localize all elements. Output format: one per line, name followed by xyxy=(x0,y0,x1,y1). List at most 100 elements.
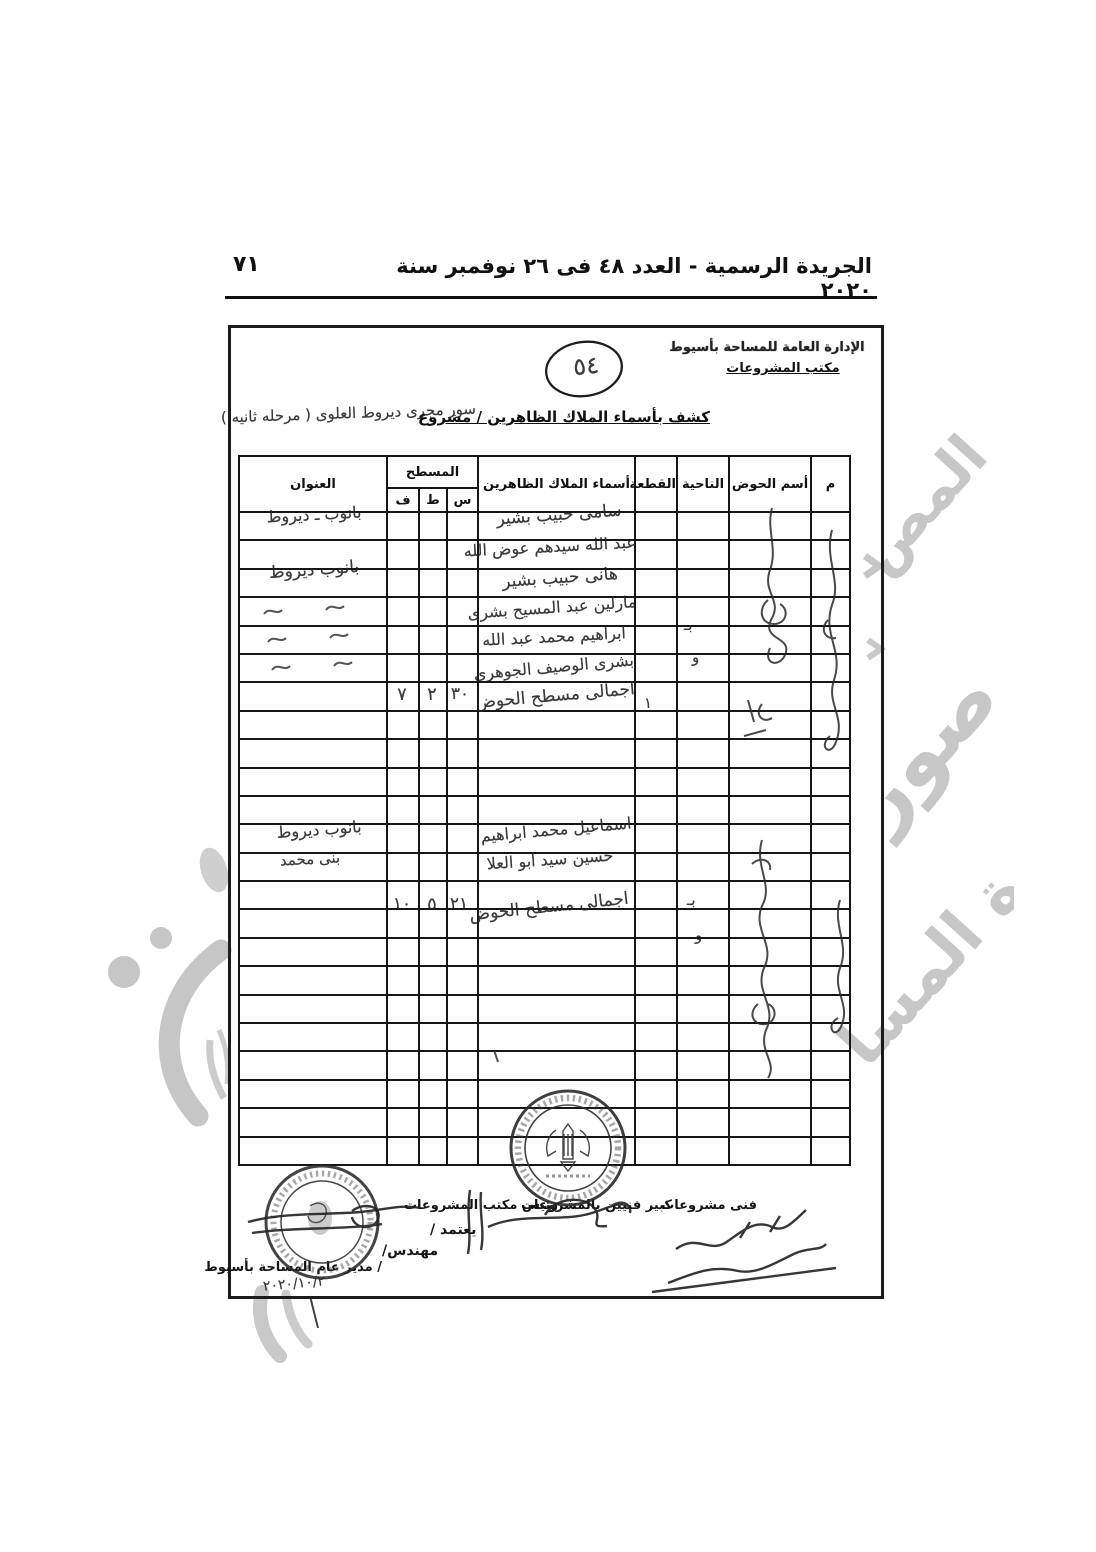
table-cell xyxy=(728,880,813,911)
table-cell xyxy=(634,652,679,684)
table-cell xyxy=(418,510,449,542)
table-cell xyxy=(385,539,421,570)
hw-area-value: ٣٠ xyxy=(450,684,470,704)
table-cell xyxy=(728,596,813,627)
table-cell xyxy=(446,539,480,570)
table-cell xyxy=(634,908,679,939)
col-area-k: ط xyxy=(418,487,449,513)
table-cell xyxy=(418,993,449,1025)
table-cell xyxy=(634,1107,679,1138)
table-row xyxy=(238,738,852,769)
table-cell xyxy=(238,681,388,712)
table-row xyxy=(238,1078,852,1110)
table-cell xyxy=(477,681,637,712)
table-cell xyxy=(477,823,637,854)
table-cell xyxy=(728,1050,813,1081)
table-cell xyxy=(238,624,388,655)
table-cell xyxy=(477,709,637,741)
table-cell xyxy=(238,794,388,826)
table-cell xyxy=(728,794,813,826)
table-cell xyxy=(634,965,679,996)
col-basin: أسم الحوض xyxy=(728,455,813,513)
role-label-office-head: رئيس مكتب المشروعات xyxy=(403,1198,558,1213)
table-cell xyxy=(446,936,480,968)
col-area-f: ف xyxy=(385,487,421,513)
table-cell xyxy=(418,709,449,741)
table-cell xyxy=(238,1022,388,1053)
table-header-row: م أسم الحوض الناحية القطعة أسماء الملاك … xyxy=(238,455,852,513)
table-cell xyxy=(418,880,449,911)
table-cell xyxy=(446,510,480,542)
table-cell xyxy=(676,1107,731,1138)
table-cell xyxy=(634,1022,679,1053)
table-cell xyxy=(385,936,421,968)
table-cell xyxy=(418,1078,449,1110)
table-cell xyxy=(728,1135,813,1166)
table-cell xyxy=(446,1078,480,1110)
table-cell xyxy=(385,908,421,939)
table-cell xyxy=(418,539,449,570)
table-cell xyxy=(810,567,852,599)
table-cell xyxy=(418,823,449,854)
table-cell xyxy=(810,936,852,968)
table-cell xyxy=(418,1022,449,1053)
hw-area-value: ٥ xyxy=(427,894,437,915)
table-cell xyxy=(477,794,637,826)
table-cell xyxy=(676,539,731,570)
table-cell xyxy=(418,1135,449,1166)
table-cell xyxy=(728,652,813,684)
table-cell xyxy=(385,624,421,655)
table-cell xyxy=(238,965,388,996)
table-cell xyxy=(385,1050,421,1081)
approval-label: يعتمد / xyxy=(430,1222,477,1238)
table-cell xyxy=(446,709,480,741)
table-cell xyxy=(385,1107,421,1138)
table-row xyxy=(238,936,852,968)
table-cell xyxy=(676,652,731,684)
table-cell xyxy=(446,766,480,797)
table-cell xyxy=(477,567,637,599)
table-cell xyxy=(634,1078,679,1110)
table-cell xyxy=(676,908,731,939)
table-cell xyxy=(676,851,731,883)
table-cell xyxy=(810,908,852,939)
table-cell xyxy=(676,624,731,655)
table-cell xyxy=(385,766,421,797)
table-cell xyxy=(238,1078,388,1110)
table-cell xyxy=(238,539,388,570)
table-cell xyxy=(238,1135,388,1166)
table-cell xyxy=(810,823,852,854)
table-row xyxy=(238,965,852,996)
table-cell xyxy=(446,624,480,655)
table-row xyxy=(238,1107,852,1138)
table-cell xyxy=(634,936,679,968)
role-label-chief-technician: كبير فنيين بالمشروعات xyxy=(520,1198,672,1213)
table-row xyxy=(238,766,852,797)
table-cell xyxy=(676,965,731,996)
table-cell xyxy=(477,539,637,570)
hw-parcel-mark: ١ xyxy=(644,694,653,712)
table-cell xyxy=(238,1050,388,1081)
table-cell xyxy=(446,851,480,883)
table-cell xyxy=(446,823,480,854)
col-owners: أسماء الملاك الظاهرين xyxy=(477,455,637,513)
table-cell xyxy=(676,709,731,741)
table-cell xyxy=(728,908,813,939)
table-cell xyxy=(634,1135,679,1166)
table-cell xyxy=(728,851,813,883)
table-cell xyxy=(418,681,449,712)
table-cell xyxy=(634,823,679,854)
table-cell xyxy=(477,965,637,996)
table-cell xyxy=(728,738,813,769)
table-cell xyxy=(634,567,679,599)
table-cell xyxy=(418,851,449,883)
table-cell xyxy=(634,766,679,797)
table-cell xyxy=(810,596,852,627)
hw-area-value: ٢١ xyxy=(449,894,469,914)
table-cell xyxy=(238,1107,388,1138)
table-cell xyxy=(238,738,388,769)
table-cell xyxy=(676,1078,731,1110)
department-name: الإدارة العامة للمساحة بأسيوط xyxy=(669,340,865,355)
table-cell xyxy=(728,936,813,968)
